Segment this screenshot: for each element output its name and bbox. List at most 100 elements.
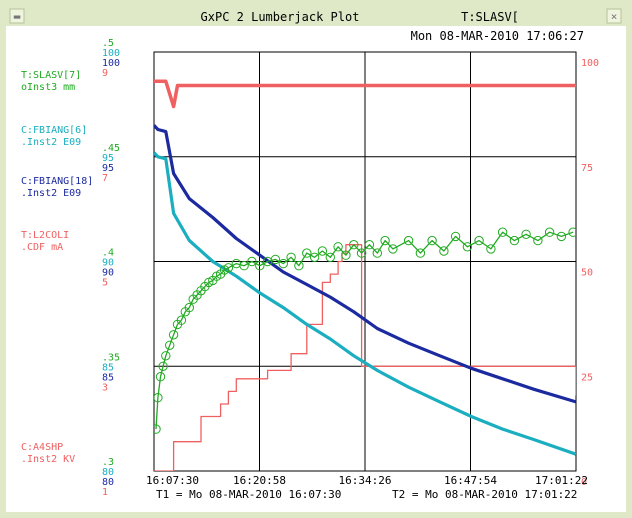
right-tick-label: 0 — [581, 477, 587, 488]
left-tick-label: 9 — [102, 68, 108, 79]
slasv-point — [509, 235, 520, 246]
left-tick-label: 80 — [102, 477, 114, 488]
left-tick-label: .45 — [102, 143, 120, 154]
slasv-point — [497, 227, 508, 237]
slasv-point — [278, 258, 288, 269]
slasv-point — [439, 246, 449, 256]
slasv-point — [349, 240, 359, 250]
legend-unit-slasv: oInst3 mm — [21, 82, 75, 93]
left-tick-label: .4 — [102, 248, 114, 259]
slasv-point — [333, 242, 343, 252]
right-axis-ticks: 100 75 50 25 0 — [581, 58, 599, 488]
close-icon: × — [611, 10, 618, 23]
slasv-point — [168, 330, 179, 340]
left-tick-label: 85 — [102, 362, 114, 373]
slasv-point — [325, 252, 335, 262]
series-fbiang6 — [154, 151, 576, 456]
left-tick-label: .35 — [102, 352, 120, 363]
slasv-point — [165, 340, 175, 350]
left-tick-label: 100 — [102, 58, 120, 69]
legend-label-fbiang18: C:FBIANG[18] — [21, 176, 93, 187]
right-tick-label: 75 — [581, 163, 593, 174]
slasv-point — [388, 244, 398, 254]
title-bar — [6, 6, 626, 26]
legend-unit-fbiang6: .Inst2 E09 — [21, 137, 81, 148]
slasv-point — [176, 315, 187, 325]
legend-unit-a4shp: .Inst2 KV — [21, 454, 75, 465]
left-tick-label: 90 — [102, 268, 114, 279]
window-title: GxPC 2 Lumberjack Plot — [201, 10, 360, 24]
legend-label-fbiang6: C:FBIANG[6] — [21, 125, 87, 136]
x-tick-label: 16:07:30 — [146, 474, 199, 487]
legend: T:SLASV[7] oInst3 mm C:FBIANG[6] .Inst2 … — [21, 70, 93, 465]
slasv-point — [403, 235, 414, 246]
left-tick-label: 95 — [102, 163, 114, 174]
series-group — [154, 79, 576, 471]
x-tick-label: 16:47:54 — [444, 474, 497, 487]
legend-unit-l2coli: .CDF mA — [21, 242, 63, 253]
left-tick-label: 85 — [102, 372, 114, 383]
left-tick-label: 7 — [102, 173, 108, 184]
slasv-point — [486, 244, 496, 254]
slasv-point — [533, 235, 543, 246]
slasv-point — [544, 227, 555, 237]
right-tick-label: 100 — [581, 58, 599, 69]
left-tick-label: 1 — [102, 487, 108, 498]
slasv-point — [286, 252, 296, 262]
plot-timestamp: Mon 08-MAR-2010 17:06:27 — [411, 29, 584, 43]
slasv-point — [255, 261, 265, 271]
slasv-point — [415, 248, 426, 258]
x-tick-label: 16:20:58 — [233, 474, 286, 487]
slasv-point — [556, 231, 567, 242]
left-tick-label: 95 — [102, 153, 114, 164]
left-tick-label: 3 — [102, 382, 108, 393]
series-fbiang18 — [154, 124, 576, 404]
left-tick-label: 90 — [102, 258, 114, 269]
slasv-point — [341, 250, 351, 260]
slasv-point — [364, 240, 375, 250]
x-tick-label: 17:01:22 — [535, 474, 588, 487]
left-tick-label: 80 — [102, 467, 114, 478]
left-tick-label: .5 — [102, 38, 114, 49]
t2-label: T2 = Mo 08-MAR-2010 17:01:22 — [392, 488, 577, 501]
left-tick-label: 5 — [102, 278, 108, 289]
slasv-point — [372, 248, 382, 258]
slasv-point — [568, 227, 576, 237]
left-tick-label: .3 — [102, 457, 114, 468]
slasv-point — [158, 361, 168, 371]
slasv-point — [317, 246, 328, 256]
slasv-point — [184, 302, 195, 313]
slasv-point — [294, 261, 304, 271]
window-menu-icon: ▬ — [14, 10, 21, 23]
slasv-point — [521, 229, 531, 240]
slasv-point — [239, 261, 249, 271]
slasv-point — [302, 248, 312, 258]
slasv-point — [309, 252, 320, 262]
x-axis-ticks: 16:07:30 16:20:58 16:34:26 16:47:54 17:01:22 — [146, 474, 588, 487]
series-a4shp — [154, 79, 576, 109]
series-layer — [154, 79, 576, 471]
series-slasv — [155, 231, 574, 430]
window-menu-button[interactable] — [9, 8, 25, 24]
slasv-point — [380, 235, 390, 246]
right-tick-label: 25 — [581, 372, 593, 383]
slasv-point — [462, 242, 473, 252]
x-tick-label: 16:34:26 — [339, 474, 392, 487]
slasv-point — [155, 372, 166, 382]
legend-label-l2coli: T:L2COLI — [21, 230, 69, 241]
device-title: T:SLASV[ — [461, 10, 519, 24]
legend-unit-fbiang18: .Inst2 E09 — [21, 188, 81, 199]
slasv-point — [247, 256, 257, 267]
slasv-point — [154, 424, 161, 434]
legend-label-slasv: T:SLASV[7] — [21, 70, 81, 81]
slasv-point — [450, 231, 461, 242]
slasv-point — [161, 351, 171, 361]
slasv-point — [427, 235, 437, 246]
slasv-point — [223, 263, 234, 273]
slasv-point — [356, 248, 367, 258]
slasv-point — [154, 393, 163, 403]
close-button[interactable] — [606, 8, 622, 24]
t1-label: T1 = Mo 08-MAR-2010 16:07:30 — [156, 488, 341, 501]
slasv-point — [474, 235, 484, 246]
